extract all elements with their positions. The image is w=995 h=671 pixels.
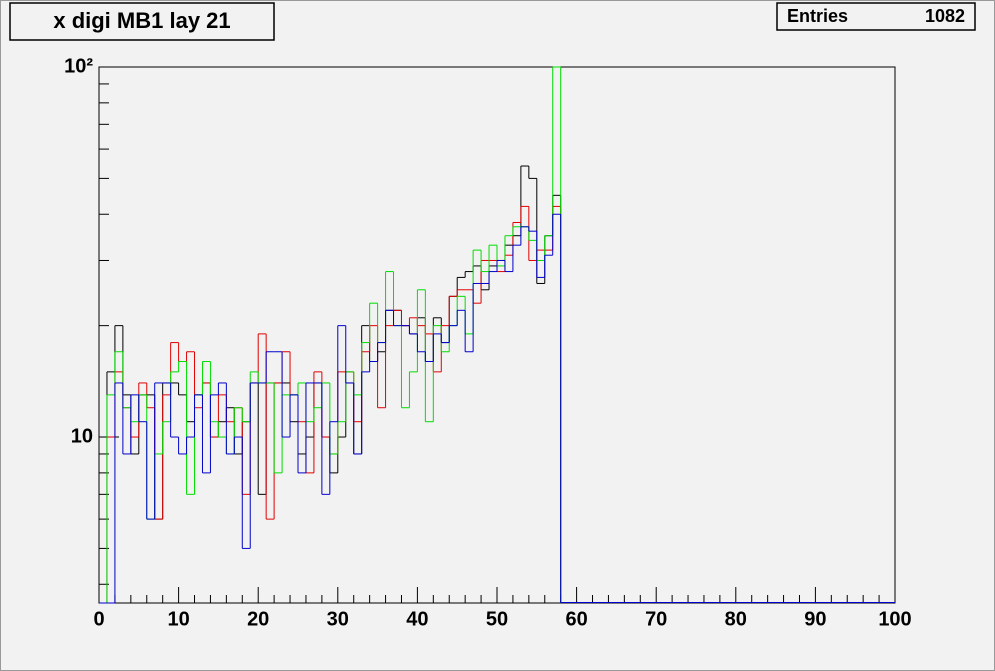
stats-label: Entries	[787, 6, 848, 26]
x-tick-label: 10	[167, 608, 189, 630]
x-tick-label: 80	[725, 608, 747, 630]
x-tick-label: 50	[486, 608, 508, 630]
stats-value: 1082	[925, 6, 965, 26]
y-tick-label: 10	[71, 425, 93, 447]
x-tick-label: 20	[247, 608, 269, 630]
x-tick-label: 100	[878, 608, 911, 630]
x-tick-label: 90	[804, 608, 826, 630]
y-tick-label: 10²	[64, 55, 93, 77]
stats-box	[776, 2, 976, 31]
title-box	[9, 2, 275, 41]
x-tick-label: 70	[645, 608, 667, 630]
chart-title: x digi MB1 lay 21	[53, 8, 230, 33]
x-tick-label: 0	[93, 608, 104, 630]
plot-frame	[98, 66, 896, 604]
x-tick-label: 60	[565, 608, 587, 630]
x-tick-label: 30	[327, 608, 349, 630]
x-tick-label: 40	[406, 608, 428, 630]
